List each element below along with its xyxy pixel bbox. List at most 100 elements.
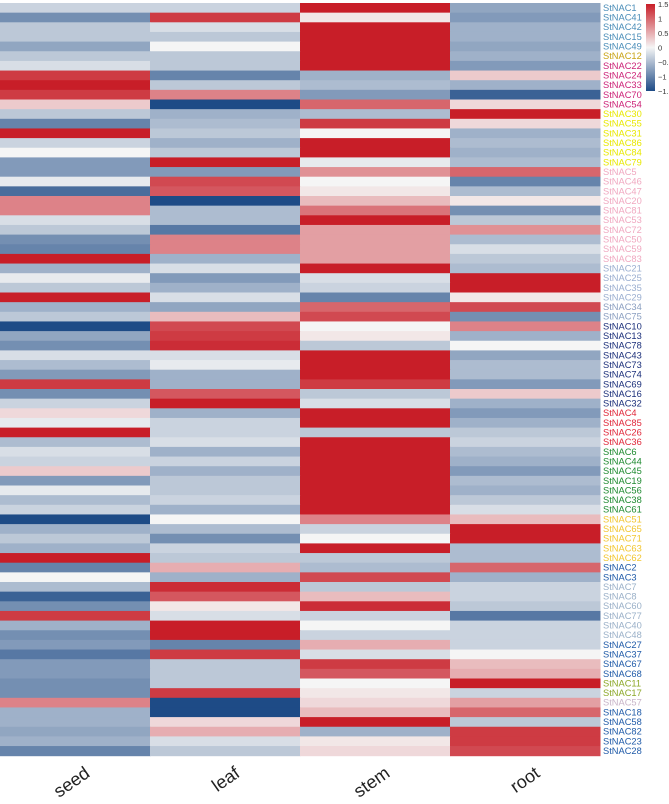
gene-label-stnac13: StNAC13 [603,331,642,341]
heatmap-cell-stnac77-seed [0,610,151,622]
heatmap-cell-stnac7-stem [300,582,451,593]
heatmap-cell-stnac32-root [450,398,601,409]
heatmap-cell-stnac46-stem [300,176,451,187]
heatmap-cell-stnac30-leaf [150,109,301,120]
gene-label-stnac17: StNAC17 [603,688,642,698]
heatmap-cell-stnac86-root [450,138,601,149]
gene-label-stnac56: StNAC56 [603,485,642,495]
heatmap-cell-stnac49-root [450,41,601,52]
gene-label-stnac3: StNAC3 [603,572,637,582]
heatmap-cell-stnac3-leaf [150,572,301,583]
heatmap-cell-stnac65-seed [0,524,151,535]
heatmap-cell-stnac55-stem [300,118,451,129]
gene-label-stnac5: StNAC5 [603,167,637,177]
heatmap-cell-stnac28-root [450,746,601,757]
heatmap-cell-stnac6-root [450,446,601,458]
heatmap-cell-stnac4-leaf [150,408,301,419]
heatmap-cell-stnac84-leaf [150,147,301,158]
gene-label-stnac57: StNAC57 [603,698,642,708]
heatmap-cell-stnac3-seed [0,572,151,583]
heatmap-cell-stnac5-root [450,167,601,178]
heatmap-cell-stnac29-seed [0,292,151,303]
heatmap-cell-stnac45-stem [300,466,451,477]
heatmap-cell-stnac10-leaf [150,321,301,332]
gene-label-stnac35: StNAC35 [603,283,642,293]
gene-label-stnac50: StNAC50 [603,235,642,245]
gene-label-stnac37: StNAC37 [603,649,642,659]
legend-tick-label: −1 [658,73,667,82]
heatmap-cell-stnac30-stem [300,109,451,120]
heatmap-cell-stnac85-root [450,417,601,429]
gene-label-stnac38: StNAC38 [603,495,642,505]
heatmap-cell-stnac17-root [450,688,601,699]
heatmap-cell-stnac15-seed [0,31,151,43]
heatmap-cell-stnac11-stem [300,678,451,689]
heatmap-cell-stnac18-root [450,707,601,718]
heatmap-cell-stnac13-stem [300,331,451,342]
heatmap-cell-stnac1-stem [300,3,451,14]
heatmap-cell-stnac51-stem [300,514,451,525]
heatmap-cell-stnac62-leaf [150,553,301,564]
heatmap-cell-stnac83-leaf [150,253,301,265]
heatmap-cell-stnac41-root [450,12,601,23]
heatmap-cell-stnac27-root [450,639,601,651]
heatmap-cell-stnac20-stem [300,196,451,207]
heatmap-cell-stnac8-root [450,591,601,602]
heatmap-cells [0,3,601,757]
gene-label-stnac69: StNAC69 [603,379,642,389]
heatmap-cell-stnac43-leaf [150,350,301,361]
gene-label-stnac79: StNAC79 [603,157,642,167]
heatmap-cell-stnac77-root [450,610,601,622]
heatmap-cell-stnac81-seed [0,205,151,216]
heatmap-cell-stnac25-stem [300,273,451,284]
heatmap-cell-stnac35-root [450,282,601,293]
heatmap-cell-stnac86-stem [300,138,451,149]
gene-label-stnac59: StNAC59 [603,244,642,254]
heatmap-cell-stnac72-seed [0,224,151,236]
heatmap-cell-stnac73-seed [0,360,151,371]
gene-label-stnac71: StNAC71 [603,534,642,544]
heatmap-cell-stnac68-leaf [150,668,301,679]
heatmap-cell-stnac20-seed [0,196,151,207]
heatmap-cell-stnac70-stem [300,89,451,100]
gene-label-stnac61: StNAC61 [603,505,642,515]
heatmap-cell-stnac69-root [450,379,601,390]
heatmap-cell-stnac68-seed [0,668,151,679]
heatmap-cell-stnac65-leaf [150,524,301,535]
gene-label-stnac68: StNAC68 [603,669,642,679]
gene-label-stnac1: StNAC1 [603,3,637,13]
heatmap-cell-stnac78-stem [300,340,451,351]
heatmap-cell-stnac50-root [450,234,601,245]
heatmap-cell-stnac74-stem [300,369,451,380]
heatmap-cell-stnac30-seed [0,109,151,120]
heatmap-cell-stnac33-root [450,80,601,91]
heatmap-cell-stnac57-leaf [150,697,301,708]
heatmap-cell-stnac57-stem [300,697,451,708]
heatmap-cell-stnac51-seed [0,514,151,525]
heatmap-cell-stnac47-seed [0,186,151,197]
heatmap-cell-stnac50-stem [300,234,451,245]
heatmap-cell-stnac40-root [450,620,601,631]
heatmap-cell-stnac3-stem [300,572,451,583]
gene-label-stnac47: StNAC47 [603,186,642,196]
heatmap-cell-stnac38-leaf [150,495,301,506]
heatmap-cell-stnac70-seed [0,89,151,100]
gene-label-stnac4: StNAC4 [603,408,637,418]
heatmap-cell-stnac62-root [450,553,601,564]
heatmap-cell-stnac16-stem [300,389,451,400]
heatmap-cell-stnac17-stem [300,688,451,699]
heatmap-cell-stnac35-stem [300,282,451,293]
gene-label-stnac27: StNAC27 [603,640,642,650]
heatmap-cell-stnac32-stem [300,398,451,409]
heatmap-cell-stnac69-seed [0,379,151,390]
heatmap-cell-stnac61-root [450,504,601,515]
heatmap-cell-stnac7-root [450,582,601,593]
gene-label-stnac81: StNAC81 [603,206,642,216]
heatmap-cell-stnac16-root [450,389,601,400]
heatmap-cell-stnac34-root [450,302,601,313]
heatmap-cell-stnac45-root [450,466,601,477]
heatmap-cell-stnac37-root [450,649,601,660]
heatmap-cell-stnac13-root [450,331,601,342]
gene-label-stnac28: StNAC28 [603,746,642,756]
